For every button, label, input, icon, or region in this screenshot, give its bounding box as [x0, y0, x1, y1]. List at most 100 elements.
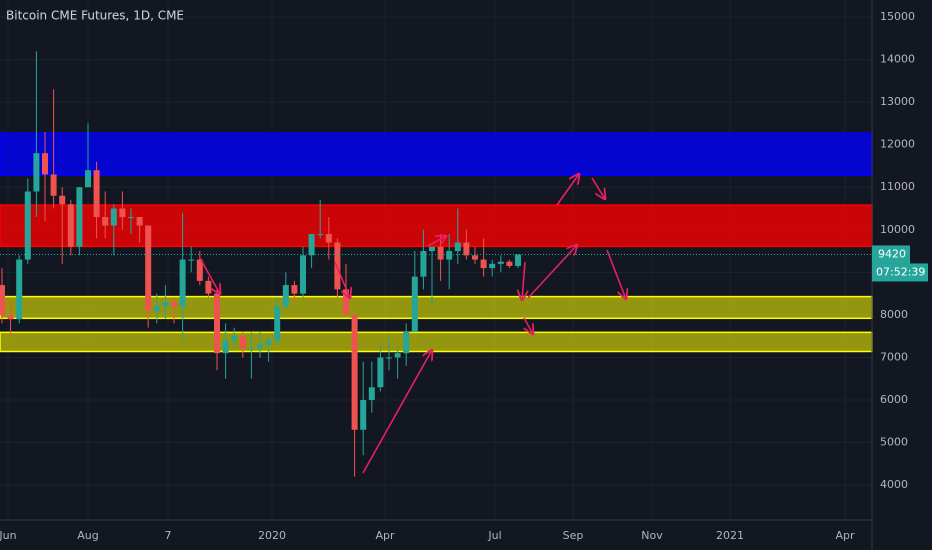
- candle-body: [300, 255, 306, 294]
- zone: [0, 331, 873, 353]
- candle-body: [239, 336, 246, 349]
- candle-body: [136, 217, 143, 226]
- candle-body: [446, 251, 453, 260]
- candle-body: [454, 242, 461, 252]
- zone: [0, 132, 873, 177]
- candle-body: [179, 259, 186, 307]
- candle-body: [196, 259, 203, 281]
- x-tick-label: Jul: [487, 529, 501, 542]
- y-tick-label: 5000: [880, 436, 908, 449]
- x-tick-label: 2020: [258, 529, 286, 542]
- y-tick-label: 14000: [880, 53, 915, 66]
- candle-body: [222, 340, 229, 354]
- candle-body: [76, 187, 83, 247]
- candle-body: [205, 280, 212, 294]
- candle-body: [214, 293, 220, 354]
- candle-body: [265, 340, 272, 345]
- chart-title: Bitcoin CME Futures, 1D, CME: [6, 9, 184, 23]
- arrow: [527, 245, 577, 299]
- candle-body: [119, 208, 126, 218]
- candle-body: [403, 331, 410, 354]
- candle-body: [231, 336, 238, 341]
- x-tick-label: Aug: [77, 529, 98, 542]
- candle-body: [248, 348, 255, 350]
- arrow: [606, 249, 626, 299]
- arrow: [199, 257, 220, 294]
- candle-body: [162, 302, 169, 307]
- candle-body: [463, 242, 470, 256]
- arrow: [556, 174, 579, 206]
- candle-body: [24, 191, 31, 260]
- candle-body: [145, 225, 152, 311]
- y-tick-label: 8000: [880, 308, 908, 321]
- arrow: [427, 236, 446, 247]
- candle-body: [394, 353, 401, 358]
- candle-body: [110, 208, 117, 226]
- candle-body: [85, 170, 91, 188]
- candle-body: [16, 259, 23, 320]
- candle-body: [102, 217, 109, 226]
- y-tick-label: 4000: [880, 478, 908, 491]
- x-tick-label: Apr: [835, 529, 855, 542]
- annotations: [199, 174, 626, 474]
- arrow: [522, 261, 525, 300]
- x-tick-label: Nov: [641, 529, 663, 542]
- candle-body: [0, 285, 5, 315]
- arrow: [362, 350, 432, 474]
- candle-body: [489, 263, 496, 269]
- candle-body: [33, 153, 40, 192]
- candle-body: [153, 306, 160, 311]
- candle-body: [171, 302, 177, 307]
- candle-body: [429, 246, 435, 252]
- y-tick-label: 12000: [880, 138, 915, 151]
- candle-body: [480, 259, 487, 269]
- x-tick-label: Jun: [0, 529, 17, 542]
- candle-body: [308, 234, 315, 256]
- candle-body: [282, 285, 289, 307]
- candle-body: [128, 217, 134, 219]
- candle-body: [497, 261, 504, 264]
- candle-body: [59, 195, 66, 205]
- candle-body: [257, 344, 263, 349]
- candle-body: [351, 314, 358, 430]
- candle-body: [420, 251, 427, 277]
- countdown-box: [872, 263, 928, 282]
- candle-body: [515, 254, 521, 266]
- candle-body: [472, 255, 478, 260]
- y-tick-label: 15000: [880, 10, 915, 23]
- x-tick-label: Apr: [375, 529, 395, 542]
- y-tick-label: 6000: [880, 393, 908, 406]
- candle-body: [377, 357, 384, 388]
- last-price-box: [872, 245, 910, 264]
- candle-body: [386, 357, 392, 359]
- candle-body: [50, 174, 57, 196]
- arrow: [591, 177, 605, 199]
- x-tick-label: Sep: [563, 529, 584, 542]
- candle-body: [325, 234, 332, 243]
- candle-body: [274, 306, 281, 341]
- countdown-label: 07:52:39: [876, 265, 925, 278]
- last-price-label: 9420: [878, 247, 906, 260]
- candle-body: [360, 400, 367, 430]
- candle-body: [343, 289, 349, 315]
- y-tick-label: 7000: [880, 350, 908, 363]
- candle-body: [188, 259, 195, 261]
- candle-body: [42, 153, 48, 175]
- candle-body: [93, 170, 100, 218]
- zone: [0, 295, 873, 320]
- y-tick-label: 10000: [880, 223, 915, 236]
- candle-body: [317, 234, 324, 236]
- candle-body: [7, 314, 14, 320]
- y-tick-label: 11000: [880, 180, 915, 193]
- candle-body: [368, 387, 375, 400]
- arrow: [334, 261, 350, 298]
- x-tick-label: 7: [165, 529, 172, 542]
- candle-body: [291, 285, 298, 294]
- candle-body: [506, 261, 513, 266]
- arrow: [524, 317, 533, 334]
- candles: [0, 51, 521, 477]
- candle-body: [411, 276, 418, 332]
- candle-body: [67, 204, 74, 247]
